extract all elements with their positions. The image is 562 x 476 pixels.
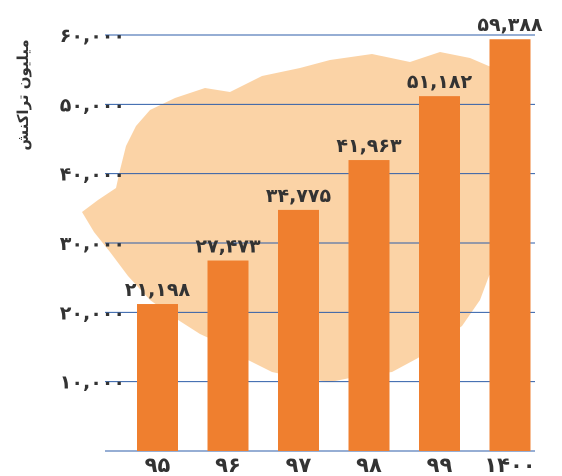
y-tick-label: ۶۰,۰۰۰	[60, 25, 125, 47]
y-tick-label: ۱۰,۰۰۰	[60, 372, 125, 394]
bar-99	[419, 96, 460, 452]
data-label-99: ۵۱,۱۸۲	[407, 71, 473, 93]
bars	[137, 39, 531, 452]
x-tick-label-98: ۹۸	[356, 453, 382, 476]
x-tick-label-1400: ۱۴۰۰	[484, 453, 535, 476]
data-label-96: ۲۷,۴۷۳	[195, 236, 261, 258]
x-tick-label-97: ۹۷	[286, 453, 312, 476]
data-label-97: ۳۴,۷۷۵	[266, 185, 332, 207]
data-label-98: ۴۱,۹۶۳	[336, 135, 402, 157]
y-tick-label: ۲۰,۰۰۰	[60, 302, 125, 324]
x-tick-label-99: ۹۹	[427, 453, 453, 476]
data-label-1400: ۵۹,۳۸۸	[477, 14, 543, 36]
gridlines	[105, 34, 535, 452]
y-tick-label: ۵۰,۰۰۰	[60, 94, 125, 116]
bar-1400	[489, 39, 531, 452]
y-tick-label: ۴۰,۰۰۰	[60, 164, 125, 186]
bar-95	[137, 304, 178, 451]
y-tick-label: ۳۰,۰۰۰	[60, 233, 125, 255]
y-axis-title: میلیون تراکنش	[14, 39, 32, 150]
x-tick-label-96: ۹۶	[215, 453, 241, 476]
bar-96	[207, 260, 249, 451]
bar-97	[278, 209, 319, 451]
y-axis-ticks: ۱۰,۰۰۰ ۲۰,۰۰۰ ۳۰,۰۰۰ ۴۰,۰۰۰ ۵۰,۰۰۰ ۶۰,۰۰۰	[60, 25, 125, 394]
data-label-95: ۲۱,۱۹۸	[125, 279, 191, 301]
x-tick-label-95: ۹۵	[145, 453, 171, 476]
bar-98	[348, 160, 390, 452]
x-axis-categories: ۹۵ ۹۶ ۹۷ ۹۸ ۹۹ ۱۴۰۰	[145, 453, 536, 476]
